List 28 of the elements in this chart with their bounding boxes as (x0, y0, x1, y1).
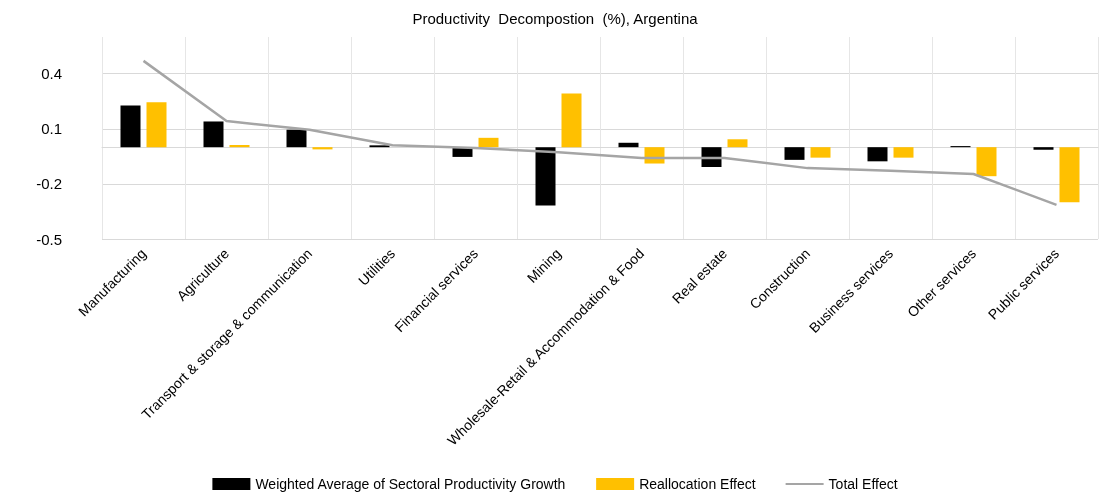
y-tick-label: -0.5 (36, 230, 62, 248)
legend-label: Weighted Average of Sectoral Productivity Growth (255, 476, 566, 492)
legend-label: Total Effect (828, 476, 898, 492)
y-tick-label: 0.4 (41, 65, 62, 83)
bar (1033, 147, 1054, 150)
bar (203, 121, 224, 148)
bar (701, 147, 722, 168)
bar (618, 142, 639, 148)
bar (229, 144, 250, 148)
bar (976, 147, 997, 177)
y-tick-label: 0.1 (41, 120, 62, 138)
y-tick-label: -0.2 (36, 175, 62, 193)
bar (286, 129, 307, 148)
legend-label: Reallocation Effect (639, 476, 756, 492)
bar (893, 147, 914, 158)
bar (1059, 147, 1080, 203)
bar (312, 147, 333, 150)
bar (120, 105, 141, 148)
bar (478, 137, 499, 148)
bar (810, 147, 831, 158)
bar (535, 147, 556, 206)
bar (867, 147, 888, 162)
bar (146, 102, 167, 148)
line-series (142, 59, 1058, 207)
bar (727, 139, 748, 148)
bar (561, 93, 582, 148)
bar (784, 147, 805, 160)
chart-title: Productivity Decompostion (%), Argentina (412, 10, 699, 27)
